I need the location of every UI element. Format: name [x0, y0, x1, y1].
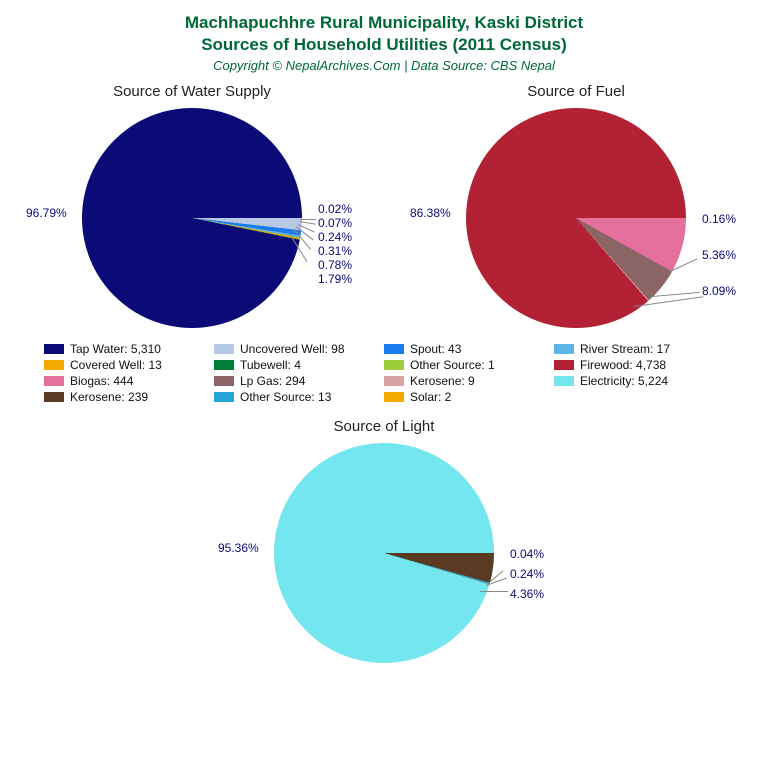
legend-label: Firewood: 4,738: [580, 358, 666, 372]
legend-label: Other Source: 1: [410, 358, 495, 372]
water-pct-4: 0.78%: [318, 258, 352, 272]
leader-line: [300, 221, 316, 225]
swatch-icon: [554, 376, 574, 386]
legend-label: Tubewell: 4: [240, 358, 301, 372]
fuel-pct-1: 5.36%: [702, 248, 736, 262]
legend-label: Spout: 43: [410, 342, 461, 356]
swatch-icon: [384, 360, 404, 370]
legend: Tap Water: 5,310 Uncovered Well: 98 Spou…: [44, 342, 724, 406]
legend-item: River Stream: 17: [554, 342, 724, 356]
water-pct-3: 0.31%: [318, 244, 352, 258]
legend-item: Covered Well: 13: [44, 358, 214, 372]
water-main-pct: 96.79%: [26, 206, 67, 220]
legend-label: Solar: 2: [410, 390, 451, 404]
legend-item: Uncovered Well: 98: [214, 342, 384, 356]
legend-item: Biogas: 444: [44, 374, 214, 388]
legend-label: River Stream: 17: [580, 342, 670, 356]
legend-item: Other Source: 13: [214, 390, 384, 404]
water-pct-5: 1.79%: [318, 272, 352, 286]
legend-label: Other Source: 13: [240, 390, 331, 404]
legend-label: Kerosene: 9: [410, 374, 475, 388]
swatch-icon: [44, 344, 64, 354]
water-chart: Source of Water Supply 96.79% 0.02% 0.07…: [12, 83, 372, 328]
legend-item: Other Source: 1: [384, 358, 554, 372]
swatch-icon: [214, 376, 234, 386]
legend-item: Tubewell: 4: [214, 358, 384, 372]
legend-item: Electricity: 5,224: [554, 374, 724, 388]
leader-line: [480, 591, 508, 592]
legend-label: Covered Well: 13: [70, 358, 162, 372]
swatch-icon: [554, 344, 574, 354]
swatch-icon: [214, 344, 234, 354]
fuel-chart: Source of Fuel 86.38% 0.16% 5.36% 8.09%: [396, 83, 756, 328]
water-pct-2: 0.24%: [318, 230, 352, 244]
fuel-pie-wrap: 86.38% 0.16% 5.36% 8.09%: [466, 108, 686, 328]
swatch-icon: [214, 360, 234, 370]
light-chart: Source of Light 95.36% 0.04% 0.24% 4.36%: [204, 418, 564, 663]
legend-item: Firewood: 4,738: [554, 358, 724, 372]
legend-label: Uncovered Well: 98: [240, 342, 345, 356]
subtitle: Copyright © NepalArchives.Com | Data Sou…: [0, 58, 768, 73]
light-pct-2: 4.36%: [510, 587, 544, 601]
main-title-line2: Sources of Household Utilities (2011 Cen…: [0, 34, 768, 56]
swatch-icon: [554, 360, 574, 370]
legend-label: Tap Water: 5,310: [70, 342, 161, 356]
legend-label: Electricity: 5,224: [580, 374, 668, 388]
swatch-icon: [44, 360, 64, 370]
legend-item: Solar: 2: [384, 390, 554, 404]
legend-item: Kerosene: 9: [384, 374, 554, 388]
fuel-pct-2: 8.09%: [702, 284, 736, 298]
water-chart-title: Source of Water Supply: [12, 83, 372, 100]
legend-label: Kerosene: 239: [70, 390, 148, 404]
leader-line: [652, 292, 700, 297]
swatch-icon: [214, 392, 234, 402]
fuel-main-pct: 86.38%: [410, 206, 451, 220]
water-pie-wrap: 96.79% 0.02% 0.07% 0.24% 0.31% 0.78% 1.7…: [82, 108, 302, 328]
header: Machhapuchhre Rural Municipality, Kaski …: [0, 0, 768, 73]
fuel-pct-0: 0.16%: [702, 212, 736, 226]
light-chart-title: Source of Light: [204, 418, 564, 435]
light-pct-0: 0.04%: [510, 547, 544, 561]
legend-item: Lp Gas: 294: [214, 374, 384, 388]
water-pct-0: 0.02%: [318, 202, 352, 216]
legend-item: Spout: 43: [384, 342, 554, 356]
swatch-icon: [44, 392, 64, 402]
swatch-icon: [384, 376, 404, 386]
main-title-line1: Machhapuchhre Rural Municipality, Kaski …: [0, 12, 768, 34]
leader-line: [300, 219, 316, 220]
legend-item: Kerosene: 239: [44, 390, 214, 404]
water-pie: [82, 108, 302, 328]
swatch-icon: [384, 344, 404, 354]
top-charts-row: Source of Water Supply 96.79% 0.02% 0.07…: [0, 83, 768, 328]
legend-item: Tap Water: 5,310: [44, 342, 214, 356]
light-pie-wrap: 95.36% 0.04% 0.24% 4.36%: [274, 443, 494, 663]
light-pie: [274, 443, 494, 663]
legend-label: Lp Gas: 294: [240, 374, 305, 388]
swatch-icon: [384, 392, 404, 402]
light-pct-1: 0.24%: [510, 567, 544, 581]
legend-label: Biogas: 444: [70, 374, 133, 388]
light-main-pct: 95.36%: [218, 541, 259, 555]
fuel-chart-title: Source of Fuel: [396, 83, 756, 100]
water-pct-1: 0.07%: [318, 216, 352, 230]
swatch-icon: [44, 376, 64, 386]
